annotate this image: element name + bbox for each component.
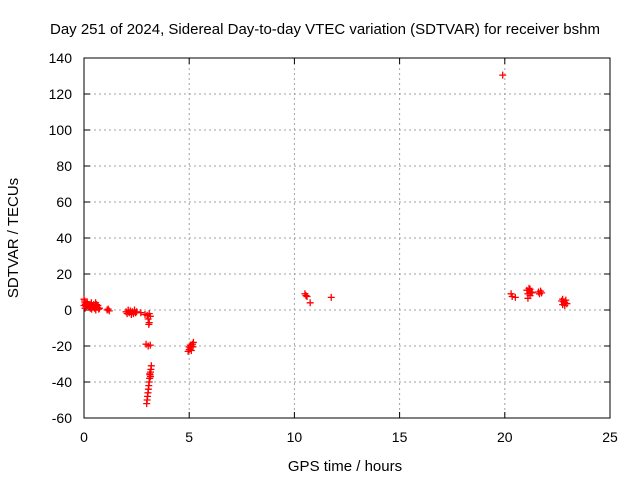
x-tick-label: 5 [185, 429, 193, 445]
data-point [133, 308, 141, 316]
data-point [538, 289, 546, 297]
data-point [92, 299, 100, 307]
x-tick-label: 25 [602, 429, 618, 445]
data-point [146, 373, 154, 381]
x-tick-label: 15 [392, 429, 408, 445]
data-point [137, 309, 145, 317]
data-point [186, 341, 194, 349]
data-point [147, 362, 155, 370]
data-point [303, 293, 311, 300]
data-point [559, 295, 567, 303]
grid-lines [84, 58, 610, 418]
x-tick-label: 0 [80, 429, 88, 445]
y-tick-label: 100 [49, 122, 73, 138]
data-point [499, 71, 507, 79]
axis-ticks: 0 5 10 15 20 25 -60 -40 -20 0 20 40 60 80 100 120 140 [49, 50, 618, 445]
y-axis-label: SDTVAR / TECUs [5, 178, 22, 298]
data-point [187, 347, 195, 354]
data-point [528, 289, 536, 297]
data-point [327, 293, 335, 301]
data-point [525, 284, 533, 292]
x-tick-label: 10 [287, 429, 303, 445]
data-point [306, 299, 314, 307]
data-point [511, 293, 519, 301]
y-tick-label: 40 [56, 230, 72, 246]
x-axis-label: GPS time / hours [288, 458, 402, 475]
data-point [561, 299, 569, 307]
y-tick-label: 140 [49, 50, 73, 66]
y-tick-label: 80 [56, 158, 72, 174]
y-tick-label: 120 [49, 86, 73, 102]
data-point [95, 304, 103, 312]
data-point [508, 293, 516, 300]
plot-area-border [83, 57, 611, 419]
y-tick-label: 0 [64, 302, 72, 318]
data-point [145, 320, 153, 328]
data-point [81, 304, 89, 312]
y-tick-label: 20 [56, 266, 72, 282]
data-point [104, 305, 112, 313]
y-tick-label: -40 [52, 374, 72, 390]
data-point [302, 292, 310, 300]
data-point [524, 294, 532, 302]
data-point [146, 341, 154, 349]
y-tick-label: -20 [52, 338, 72, 354]
data-point [526, 285, 534, 293]
y-tick-label: -60 [52, 410, 72, 426]
chart-title: Day 251 of 2024, Sidereal Day-to-day VTE… [50, 21, 600, 38]
y-tick-label: 60 [56, 194, 72, 210]
x-tick-label: 20 [497, 429, 513, 445]
data-points [80, 71, 571, 408]
